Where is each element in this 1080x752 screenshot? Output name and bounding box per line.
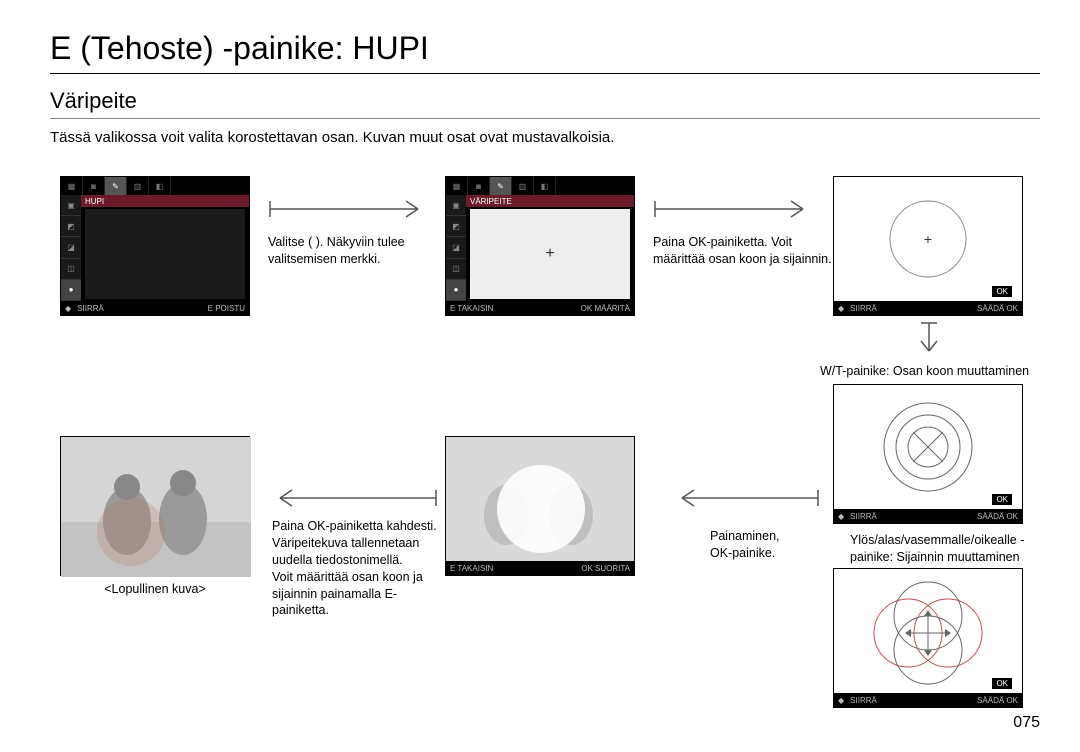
page-title: E (Tehoste) -painike: HUPI	[50, 30, 1040, 74]
arrow-left-1	[670, 483, 820, 513]
step5-caption: Paina OK-painiketta kahdesti. Väripeitek…	[272, 518, 452, 619]
arrow-left-2	[268, 483, 438, 513]
arrow-right-1	[268, 194, 438, 224]
bottom-left-text: SIIRRÄ	[77, 304, 104, 313]
screen-preview: E TAKAISIN OK SUORITA	[445, 436, 635, 576]
section-subtitle: Väripeite	[50, 88, 1040, 119]
screen-step-2: ▦◙✎▥◧ VÄRIPEITE ▣◩◪◫● + E TAKAISIN OK MÄ…	[445, 176, 635, 316]
page-number: 075	[1013, 714, 1040, 732]
bottom-left-text-3: SIIRRÄ	[850, 304, 877, 313]
bottom-right-text-3: SÄÄDÄ OK	[977, 304, 1018, 313]
press-ok-caption: Painaminen, OK-painike.	[710, 528, 820, 562]
screen-step-1: ▦◙✎▥◧ HUPI ▣◩◪◫● ◆ SIIRRÄ E POISTU	[60, 176, 250, 316]
arrow-down-1	[914, 321, 944, 361]
screen-final: ▶ 100-0020	[60, 436, 250, 576]
ok-badge-2: OK	[992, 494, 1012, 505]
step2-caption: Paina OK-painiketta. Voit määrittää osan…	[653, 234, 843, 268]
section-description: Tässä valikossa voit valita korostettava…	[50, 129, 1040, 146]
svg-text:+: +	[924, 231, 932, 247]
menu-label-2: VÄRIPEITE	[466, 195, 634, 207]
screen-step-3: + OK ◆ SIIRRÄ SÄÄDÄ OK	[833, 176, 1023, 316]
step4-caption: Ylös/alas/vasemmalle/oikealle - painike:…	[850, 532, 1050, 566]
bottom-right-text: E POISTU	[208, 304, 245, 313]
ok-badge-3: OK	[992, 678, 1012, 689]
arrow-right-2	[653, 194, 823, 224]
screen-step-size: OK ◆ SIIRRÄ SÄÄDÄ OK	[833, 384, 1023, 524]
final-caption: <Lopullinen kuva>	[90, 582, 220, 596]
menu-label: HUPI	[81, 195, 249, 207]
bottom-left-text-2: E TAKAISIN	[450, 304, 493, 313]
wt-caption: W/T-painike: Osan koon muuttaminen	[820, 364, 1029, 378]
diagram-canvas: ▦◙✎▥◧ HUPI ▣◩◪◫● ◆ SIIRRÄ E POISTU Valit…	[50, 166, 1040, 726]
step1-caption: Valitse ( ). Näkyviin tulee valitsemisen…	[268, 234, 438, 268]
ok-badge: OK	[992, 286, 1012, 297]
bottom-right-text-2: OK MÄÄRITÄ	[581, 304, 630, 313]
screen-step-move: OK ◆ SIIRRÄ SÄÄDÄ OK	[833, 568, 1023, 708]
